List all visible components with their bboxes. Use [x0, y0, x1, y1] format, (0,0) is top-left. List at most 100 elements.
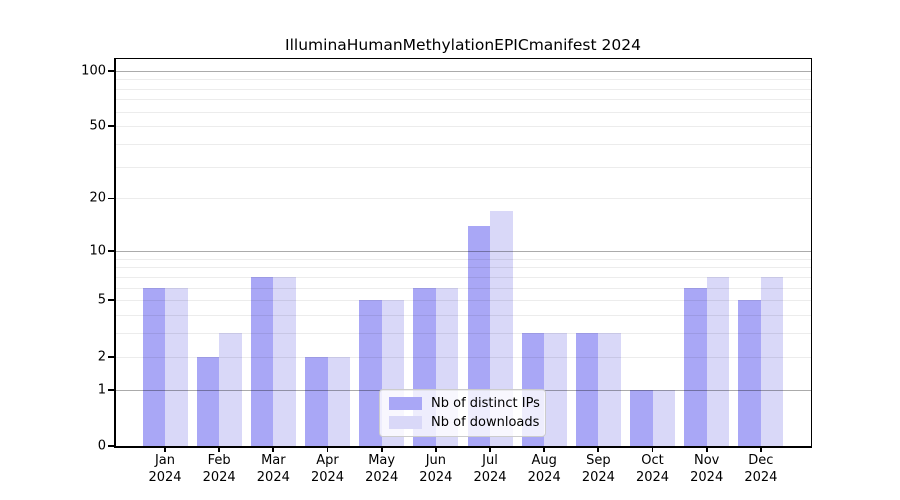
y-tick-label-50: 50 — [89, 118, 106, 134]
y-tick-label-2: 2 — [97, 349, 106, 365]
bar-distinct-ips-oct — [630, 389, 653, 446]
y-tick-mark-20 — [108, 197, 114, 200]
x-tick-label-nov: Nov 2024 — [672, 452, 742, 486]
year-label: 2024 — [473, 470, 507, 485]
bar-downloads-dec — [760, 276, 784, 446]
gridline-minor-80 — [116, 88, 811, 90]
y-tick-label-10: 10 — [89, 243, 106, 259]
x-tick-label-dec: Dec 2024 — [726, 452, 796, 486]
year-label: 2024 — [365, 470, 399, 485]
month-label: Sep — [586, 453, 611, 468]
gridline-minor-8 — [116, 267, 811, 269]
x-tick-mark-jun — [434, 446, 437, 452]
month-label: Jul — [482, 453, 498, 468]
gridline-minor-70 — [116, 99, 811, 101]
gridline-minor-7 — [116, 276, 811, 278]
y-tick-mark-2 — [108, 355, 114, 358]
x-tick-mark-may — [380, 446, 383, 452]
gridline-minor-30 — [116, 166, 811, 168]
gridline-minor-3 — [116, 333, 811, 335]
year-label: 2024 — [310, 470, 345, 485]
y-tick-mark-10 — [108, 250, 114, 252]
month-label: Jun — [425, 453, 446, 468]
gridline-minor-4 — [116, 315, 811, 317]
year-label: 2024 — [635, 470, 670, 485]
gridline-major-100 — [116, 70, 811, 72]
month-label: Dec — [748, 453, 774, 468]
y-tick-mark-1 — [108, 388, 114, 391]
x-tick-mark-mar — [272, 446, 275, 452]
x-tick-label-jan: Jan 2024 — [130, 452, 200, 486]
bar-distinct-ips-jan — [142, 287, 165, 446]
month-label: May — [368, 453, 396, 468]
month-label: Aug — [531, 453, 557, 468]
gridline-minor-90 — [116, 79, 811, 81]
bar-distinct-ips-apr — [305, 356, 328, 446]
x-tick-mark-apr — [326, 446, 329, 452]
gridline-minor-40 — [116, 144, 811, 146]
bar-downloads-jan — [165, 287, 188, 446]
x-tick-mark-nov — [705, 446, 708, 452]
legend-swatch-distinct-ips — [389, 397, 422, 410]
gridline-minor-9 — [116, 258, 811, 260]
x-tick-mark-dec — [759, 446, 762, 452]
x-tick-mark-aug — [543, 446, 546, 452]
y-tick-mark-0 — [108, 445, 114, 447]
x-tick-label-jul: Jul 2024 — [455, 452, 525, 486]
bar-downloads-nov — [706, 276, 730, 446]
y-tick-mark-5 — [108, 299, 114, 302]
y-tick-label-5: 5 — [97, 292, 106, 308]
year-label: 2024 — [202, 470, 236, 485]
bar-distinct-ips-dec — [738, 300, 761, 446]
x-tick-label-oct: Oct 2024 — [618, 452, 688, 486]
y-tick-label-0: 0 — [97, 438, 106, 454]
month-label: Apr — [316, 453, 339, 468]
y-tick-label-1: 1 — [97, 382, 106, 398]
bar-downloads-jul — [490, 210, 513, 446]
year-label: 2024 — [148, 470, 182, 485]
legend-swatch-downloads — [389, 416, 422, 429]
x-tick-label-feb: Feb 2024 — [184, 452, 254, 486]
month-label: Feb — [207, 453, 231, 468]
bar-downloads-oct — [652, 389, 676, 446]
x-tick-mark-jul — [489, 446, 491, 452]
bar-distinct-ips-may — [359, 300, 382, 446]
year-label: 2024 — [581, 470, 615, 485]
gridline-minor-5 — [116, 300, 811, 302]
year-label: 2024 — [690, 470, 724, 485]
bar-distinct-ips-nov — [684, 287, 707, 446]
legend-label-distinct-ips: Nb of distinct IPs — [431, 396, 540, 411]
gridline-minor-20 — [116, 198, 811, 200]
gridline-minor-6 — [116, 287, 811, 289]
x-tick-label-aug: Aug 2024 — [509, 452, 579, 486]
gridline-major-10 — [116, 251, 811, 253]
x-tick-label-may: May 2024 — [347, 452, 417, 486]
legend-label-downloads: Nb of downloads — [431, 415, 540, 430]
x-tick-mark-sep — [597, 446, 600, 452]
x-tick-mark-feb — [218, 446, 221, 452]
bar-downloads-sep — [598, 333, 621, 446]
year-label: 2024 — [744, 470, 778, 485]
bar-distinct-ips-sep — [575, 333, 599, 446]
x-tick-label-sep: Sep 2024 — [563, 452, 633, 486]
y-tick-mark-50 — [108, 125, 114, 128]
plot-frame — [114, 58, 812, 448]
legend: Nb of distinct IPs Nb of downloads — [379, 389, 546, 437]
bar-downloads-aug — [544, 333, 567, 446]
y-tick-mark-100 — [108, 69, 114, 72]
x-tick-label-mar: Mar 2024 — [238, 452, 308, 486]
bar-downloads-feb — [219, 333, 242, 446]
y-tick-label-100: 100 — [81, 63, 106, 79]
x-tick-mark-jan — [164, 446, 166, 452]
month-label: Jan — [154, 453, 176, 468]
x-tick-label-apr: Apr 2024 — [293, 452, 363, 486]
year-label: 2024 — [419, 470, 453, 485]
gridline-minor-60 — [116, 111, 811, 113]
month-label: Nov — [694, 453, 720, 468]
gridline-minor-50 — [116, 126, 811, 128]
year-label: 2024 — [256, 470, 290, 485]
chart-title: IlluminaHumanMethylationEPICmanifest 202… — [285, 36, 641, 54]
month-label: Oct — [641, 453, 664, 468]
year-label: 2024 — [527, 470, 561, 485]
bar-downloads-apr — [327, 356, 350, 446]
